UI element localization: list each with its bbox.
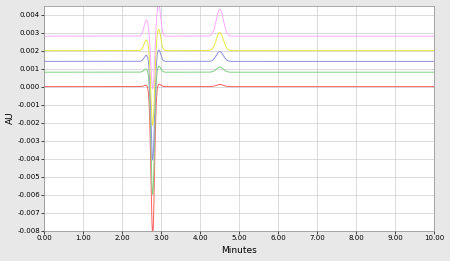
Y-axis label: AU: AU bbox=[5, 112, 14, 124]
X-axis label: Minutes: Minutes bbox=[221, 246, 257, 256]
